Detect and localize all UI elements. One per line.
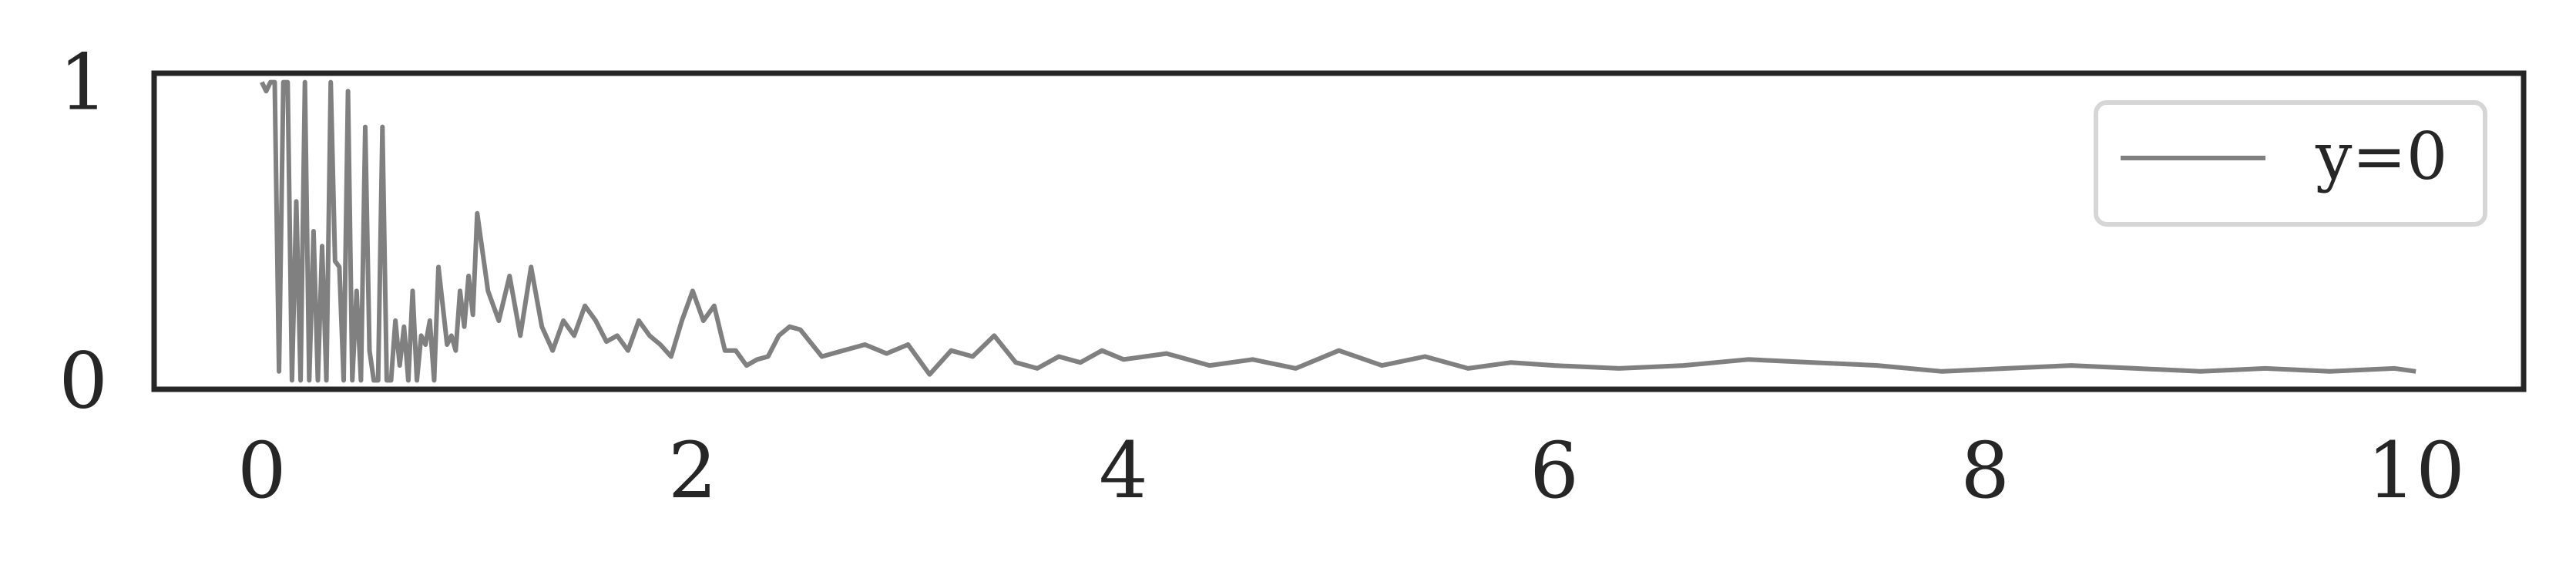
x-axis: 0 2 4 6 8 10 [237, 426, 2465, 516]
y-tick-label: 1 [59, 38, 108, 128]
legend: y=0 [2094, 100, 2487, 227]
series-line-0 [260, 79, 2416, 383]
x-tick-label: 0 [237, 426, 287, 516]
x-tick-label: 8 [1960, 426, 2010, 516]
x-tick-label: 4 [1099, 426, 1148, 516]
plot-area [260, 79, 2416, 383]
axes-frame [151, 70, 2527, 392]
x-tick-label: 6 [1530, 426, 1579, 516]
x-tick-label: 10 [2367, 426, 2465, 516]
x-tick-label: 2 [668, 426, 717, 516]
legend-box [2094, 100, 2487, 227]
y-axis: 01 [59, 38, 108, 426]
y-tick-label: 0 [59, 335, 108, 426]
legend-label-series-0: y=0 [2315, 119, 2447, 194]
